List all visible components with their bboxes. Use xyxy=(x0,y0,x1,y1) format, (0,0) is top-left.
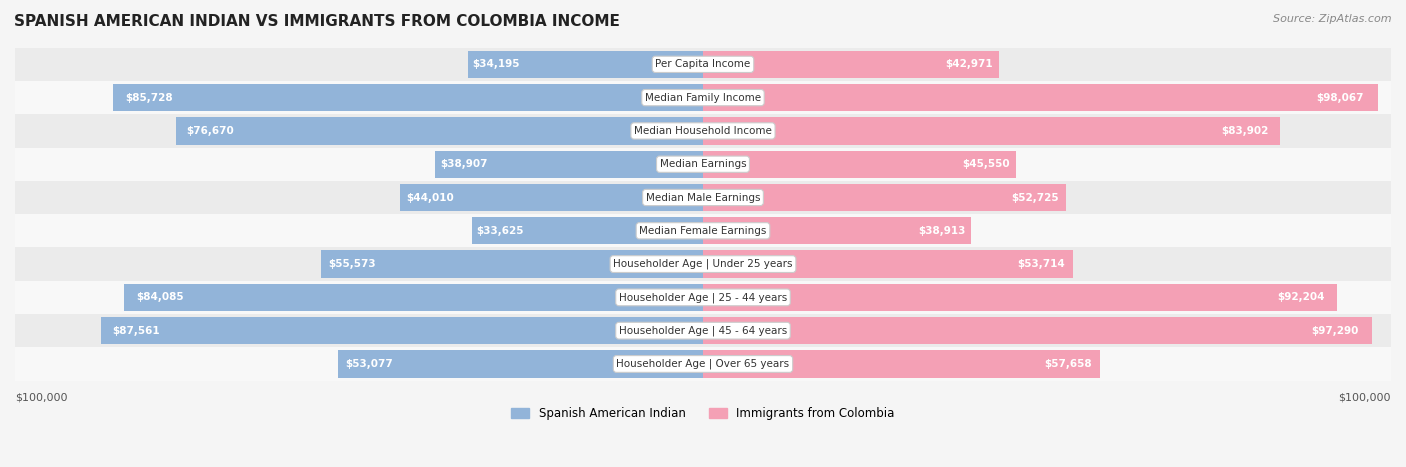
Text: Householder Age | Over 65 years: Householder Age | Over 65 years xyxy=(616,359,790,369)
Bar xyxy=(15,314,1391,347)
Text: $44,010: $44,010 xyxy=(406,192,454,203)
Text: $38,907: $38,907 xyxy=(440,159,488,169)
Bar xyxy=(15,181,1391,214)
Text: $76,670: $76,670 xyxy=(186,126,233,136)
Text: $52,725: $52,725 xyxy=(1011,192,1059,203)
Text: Median Earnings: Median Earnings xyxy=(659,159,747,169)
Legend: Spanish American Indian, Immigrants from Colombia: Spanish American Indian, Immigrants from… xyxy=(506,402,900,425)
Text: Householder Age | 25 - 44 years: Householder Age | 25 - 44 years xyxy=(619,292,787,303)
Bar xyxy=(703,350,1099,378)
Text: $100,000: $100,000 xyxy=(1339,392,1391,402)
Bar xyxy=(15,114,1391,148)
Bar xyxy=(101,317,703,344)
Text: $84,085: $84,085 xyxy=(136,292,184,303)
Bar xyxy=(15,347,1391,381)
Text: $92,204: $92,204 xyxy=(1277,292,1324,303)
Bar xyxy=(15,248,1391,281)
Bar xyxy=(125,284,703,311)
Text: Median Household Income: Median Household Income xyxy=(634,126,772,136)
Bar xyxy=(114,84,703,111)
Bar xyxy=(468,51,703,78)
Text: $87,561: $87,561 xyxy=(112,325,160,336)
Text: $85,728: $85,728 xyxy=(125,92,173,103)
Text: $45,550: $45,550 xyxy=(963,159,1010,169)
Text: $55,573: $55,573 xyxy=(329,259,375,269)
Bar xyxy=(703,317,1372,344)
Bar xyxy=(703,284,1337,311)
Bar xyxy=(471,217,703,244)
Bar xyxy=(15,214,1391,248)
Bar xyxy=(15,48,1391,81)
Bar xyxy=(15,148,1391,181)
Text: Householder Age | Under 25 years: Householder Age | Under 25 years xyxy=(613,259,793,269)
Bar xyxy=(703,84,1378,111)
Text: $57,658: $57,658 xyxy=(1045,359,1091,369)
Text: $33,625: $33,625 xyxy=(477,226,524,236)
Text: $98,067: $98,067 xyxy=(1316,92,1364,103)
Text: $83,902: $83,902 xyxy=(1222,126,1268,136)
Bar xyxy=(703,150,1017,178)
Text: $53,077: $53,077 xyxy=(344,359,392,369)
Text: $42,971: $42,971 xyxy=(945,59,993,69)
Bar xyxy=(15,281,1391,314)
Text: $97,290: $97,290 xyxy=(1312,325,1360,336)
Bar xyxy=(703,217,970,244)
Text: Source: ZipAtlas.com: Source: ZipAtlas.com xyxy=(1274,14,1392,24)
Bar xyxy=(703,250,1073,278)
Text: Median Family Income: Median Family Income xyxy=(645,92,761,103)
Text: $53,714: $53,714 xyxy=(1018,259,1066,269)
Text: Median Male Earnings: Median Male Earnings xyxy=(645,192,761,203)
Bar xyxy=(15,81,1391,114)
Text: $100,000: $100,000 xyxy=(15,392,67,402)
Bar xyxy=(703,117,1281,145)
Bar xyxy=(337,350,703,378)
Bar xyxy=(703,51,998,78)
Bar xyxy=(703,184,1066,211)
Text: SPANISH AMERICAN INDIAN VS IMMIGRANTS FROM COLOMBIA INCOME: SPANISH AMERICAN INDIAN VS IMMIGRANTS FR… xyxy=(14,14,620,29)
Text: Median Female Earnings: Median Female Earnings xyxy=(640,226,766,236)
Text: $34,195: $34,195 xyxy=(472,59,520,69)
Bar xyxy=(321,250,703,278)
Bar xyxy=(176,117,703,145)
Text: $38,913: $38,913 xyxy=(918,226,966,236)
Bar xyxy=(436,150,703,178)
Text: Householder Age | 45 - 64 years: Householder Age | 45 - 64 years xyxy=(619,325,787,336)
Text: Per Capita Income: Per Capita Income xyxy=(655,59,751,69)
Bar xyxy=(401,184,703,211)
